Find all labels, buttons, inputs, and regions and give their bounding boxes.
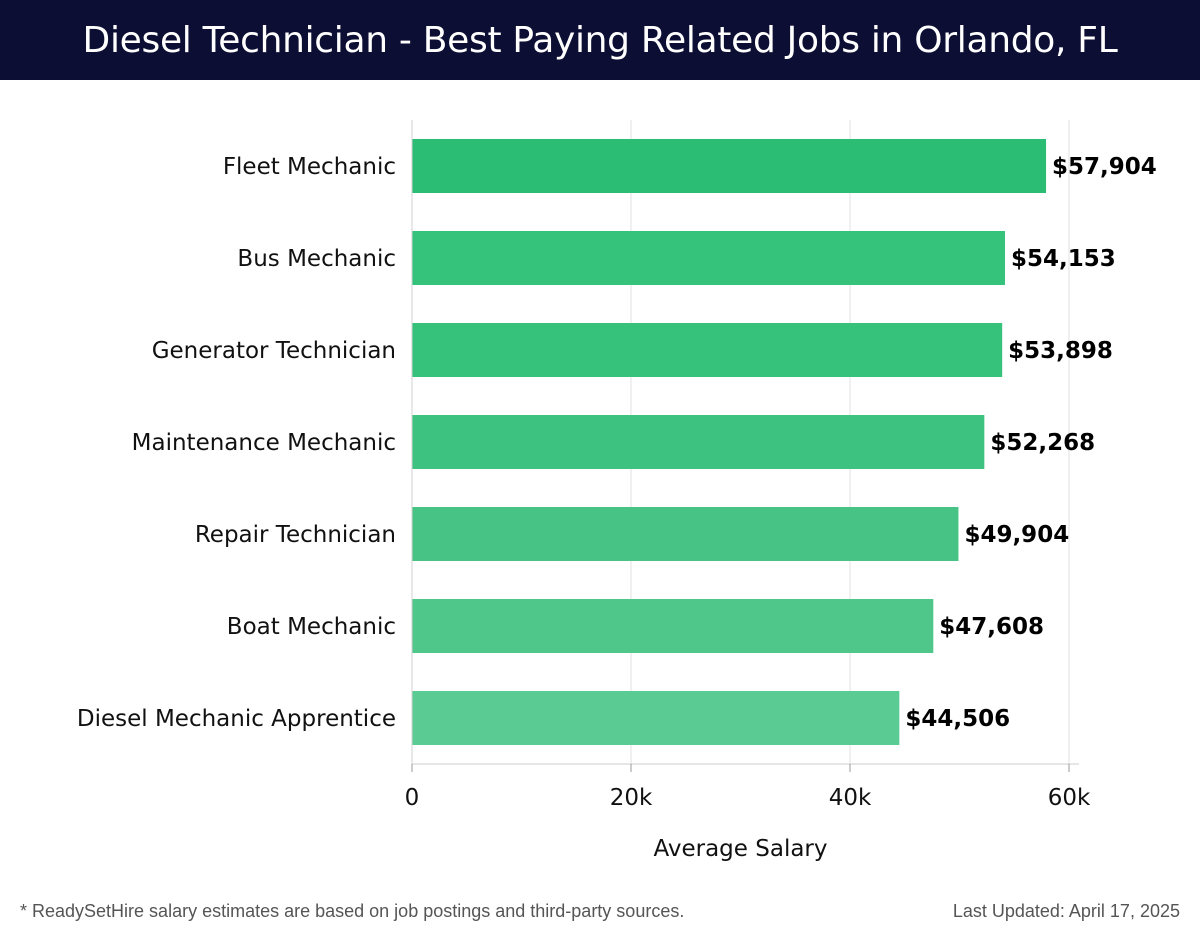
value-label: $57,904 — [1052, 154, 1157, 180]
category-label: Fleet Mechanic — [223, 154, 396, 180]
value-label: $53,898 — [1008, 338, 1113, 364]
footer-note: * ReadySetHire salary estimates are base… — [20, 901, 685, 921]
category-labels: Fleet Mechanic Bus Mechanic Generator Tech… — [77, 154, 396, 732]
bar-bus-mechanic — [412, 231, 1005, 285]
last-updated: Last Updated: April 17, 2025 — [952, 901, 1180, 921]
chart-title: Diesel Technician - Best Paying Related … — [82, 19, 1118, 61]
bars — [412, 139, 1047, 745]
category-label: Bus Mechanic — [237, 246, 396, 272]
category-label: Diesel Mechanic Apprentice — [77, 706, 396, 732]
category-label: Repair Technician — [195, 522, 396, 548]
x-tick-label: 0 — [405, 785, 420, 811]
bar-generator-technician — [412, 323, 1003, 377]
bar-maintenance-mechanic — [412, 415, 985, 469]
value-label: $52,268 — [990, 430, 1095, 456]
bar-chart: Fleet Mechanic Bus Mechanic Generator Tech… — [77, 120, 1157, 862]
x-tick-label: 20k — [610, 785, 653, 811]
bar-fleet-mechanic — [412, 139, 1047, 193]
x-axis: 0 20k 40k 60k Average Salary — [405, 120, 1091, 862]
bar-repair-technician — [412, 507, 959, 561]
x-tick-label: 40k — [829, 785, 872, 811]
category-label: Generator Technician — [152, 338, 396, 364]
value-label: $54,153 — [1011, 246, 1116, 272]
x-axis-title: Average Salary — [653, 836, 827, 862]
bar-boat-mechanic — [412, 599, 934, 653]
category-label: Boat Mechanic — [227, 614, 396, 640]
category-label: Maintenance Mechanic — [132, 430, 396, 456]
x-tick-label: 60k — [1048, 785, 1091, 811]
value-label: $47,608 — [939, 614, 1044, 640]
value-labels: $57,904 $54,153 $53,898 $52,268 $49,904 $47,6… — [905, 154, 1156, 732]
bar-diesel-mechanic-apprentice — [412, 691, 900, 745]
value-label: $44,506 — [905, 706, 1010, 732]
chart-header: Diesel Technician - Best Paying Related … — [0, 0, 1200, 80]
value-label: $49,904 — [964, 522, 1069, 548]
